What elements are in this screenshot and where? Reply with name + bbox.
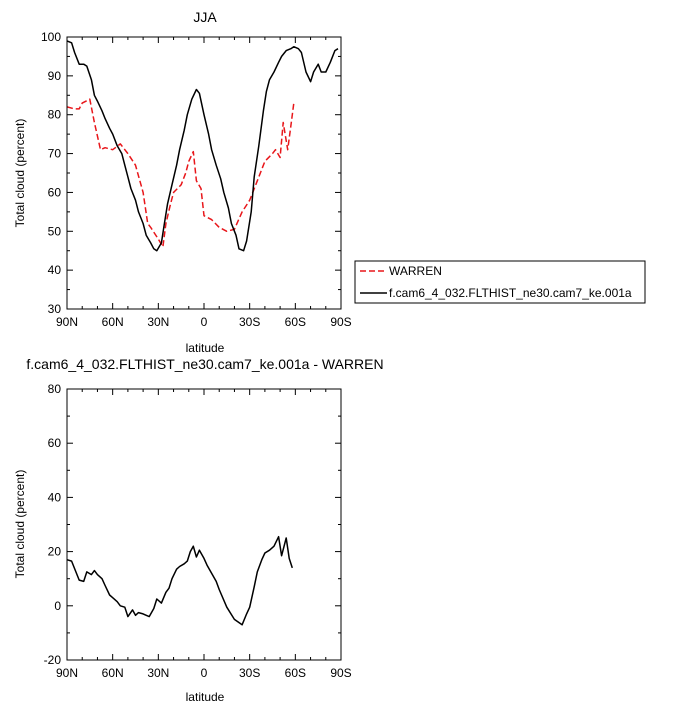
top-ylabel: Total cloud (percent) <box>13 119 27 228</box>
top-xtick-label: 30N <box>147 315 169 329</box>
top-xtick-label: 90S <box>330 315 351 329</box>
top-xtick-label: 60N <box>102 315 124 329</box>
bottom-xtick-label: 0 <box>201 666 208 680</box>
top-ytick-label: 90 <box>48 69 62 83</box>
top-xtick-label: 0 <box>201 315 208 329</box>
bottom-plot-lines <box>66 535 294 626</box>
bottom-xtick-label: 90N <box>56 666 78 680</box>
top-ytick-label: 40 <box>48 263 62 277</box>
bottom-xtick-label: 60S <box>285 666 306 680</box>
legend-box <box>354 260 646 304</box>
bottom-ytick-label: 60 <box>48 436 62 450</box>
bottom-ytick-label: 80 <box>48 382 62 396</box>
bottom-title: f.cam6_4_032.FLTHIST_ne30.cam7_ke.001a -… <box>26 356 383 372</box>
bottom-ytick-label: 0 <box>54 599 61 613</box>
bottom-xtick-label: 30N <box>147 666 169 680</box>
top-plot-frame <box>66 36 342 310</box>
top-ytick-label: 30 <box>48 302 62 316</box>
panel-bottom: f.cam6_4_032.FLTHIST_ne30.cam7_ke.001a -… <box>13 356 384 704</box>
top-xtick-label: 90N <box>56 315 78 329</box>
bottom-ytick-label: -20 <box>44 653 62 667</box>
bottom-ylabel: Total cloud (percent) <box>13 470 27 579</box>
top-ytick-label: 50 <box>48 224 62 238</box>
top-series-line-1 <box>66 40 339 252</box>
bottom-ytick-label: 20 <box>48 545 62 559</box>
top-series-line-0 <box>66 98 295 248</box>
panel-top: JJA Total cloud (percent) latitude 90N 60… <box>13 9 352 355</box>
bottom-plot-frame <box>66 388 342 661</box>
top-xtick-label: 30S <box>239 315 260 329</box>
bottom-series-line-0 <box>66 535 294 626</box>
bottom-xtick-label: 90S <box>330 666 351 680</box>
bottom-xtick-label: 60N <box>102 666 124 680</box>
legend-label-model: f.cam6_4_032.FLTHIST_ne30.cam7_ke.001a <box>389 286 632 300</box>
legend: WARREN f.cam6_4_032.FLTHIST_ne30.cam7_ke… <box>354 260 646 304</box>
bottom-xlabel: latitude <box>186 690 225 704</box>
top-ytick-label: 100 <box>41 30 61 44</box>
top-ytick-label: 80 <box>48 108 62 122</box>
top-title: JJA <box>193 9 217 25</box>
top-ytick-label: 70 <box>48 147 62 161</box>
top-xtick-label: 60S <box>285 315 306 329</box>
top-plot-lines <box>66 40 339 252</box>
bottom-ytick-label: 40 <box>48 490 62 504</box>
bottom-axis-ticks: 90N 60N 30N 0 30S 60S 90S -20 0 20 40 60 80 <box>44 382 352 680</box>
top-xlabel: latitude <box>186 341 225 355</box>
top-ytick-label: 60 <box>48 185 62 199</box>
bottom-xtick-label: 30S <box>239 666 260 680</box>
legend-label-warren: WARREN <box>389 264 442 278</box>
